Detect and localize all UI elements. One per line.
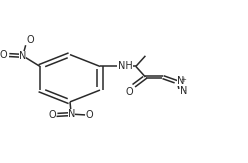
Text: +: + xyxy=(180,77,186,83)
Text: N: N xyxy=(177,76,185,86)
Text: O: O xyxy=(86,110,93,120)
Text: O: O xyxy=(26,35,34,45)
Text: N: N xyxy=(19,51,27,61)
Text: N: N xyxy=(180,86,187,96)
Text: NH: NH xyxy=(118,61,133,71)
Text: N: N xyxy=(67,109,75,119)
Text: O: O xyxy=(48,110,56,120)
Text: O: O xyxy=(0,50,7,60)
Text: O: O xyxy=(125,87,133,97)
Text: ⁻: ⁻ xyxy=(183,89,186,95)
